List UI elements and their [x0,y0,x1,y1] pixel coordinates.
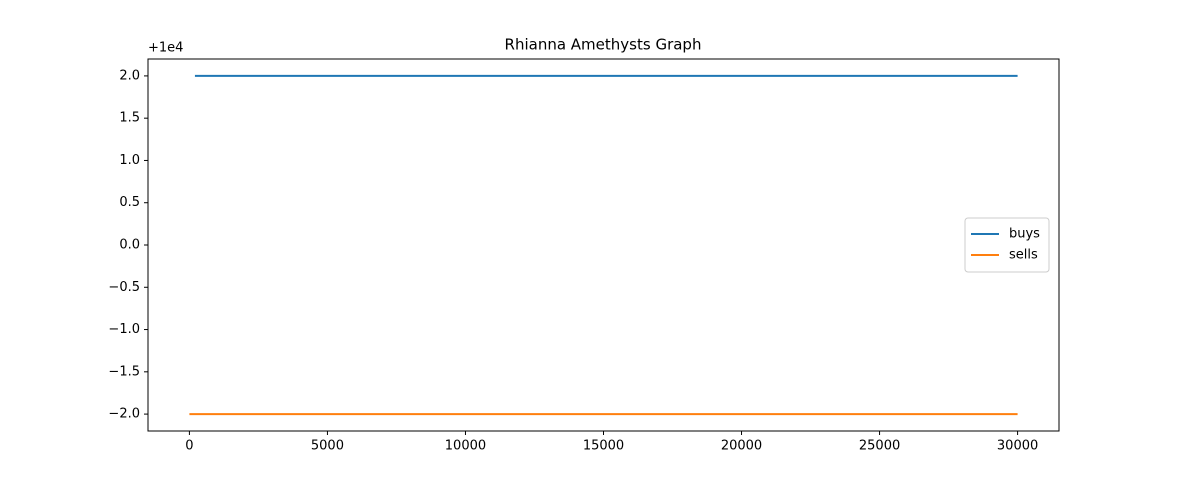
x-tick-label: 0 [185,439,193,454]
x-tick-label: 30000 [997,439,1038,454]
legend-label: buys [1009,227,1040,242]
y-offset-text: +1e4 [148,41,183,56]
y-tick-label: −1.5 [108,364,140,379]
plot-frame [147,58,1060,432]
y-tick-label: −1.0 [108,322,140,337]
y-tick-label: 1.5 [119,111,140,126]
y-tick-label: 0.5 [119,195,140,210]
y-tick-label: 0.0 [119,238,140,253]
legend-label: sells [1009,248,1038,263]
x-tick-label: 15000 [583,439,624,454]
y-tick-label: −0.5 [108,280,140,295]
x-tick-label: 10000 [445,439,486,454]
y-tick-label: 1.0 [119,153,140,168]
chart-title: Rhianna Amethysts Graph [505,36,702,54]
legend-box [964,217,1050,273]
y-tick-label: −2.0 [108,407,140,422]
x-tick-label: 5000 [311,439,344,454]
x-tick-label: 25000 [859,439,900,454]
x-tick-label: 20000 [721,439,762,454]
y-tick-label: 2.0 [119,68,140,83]
